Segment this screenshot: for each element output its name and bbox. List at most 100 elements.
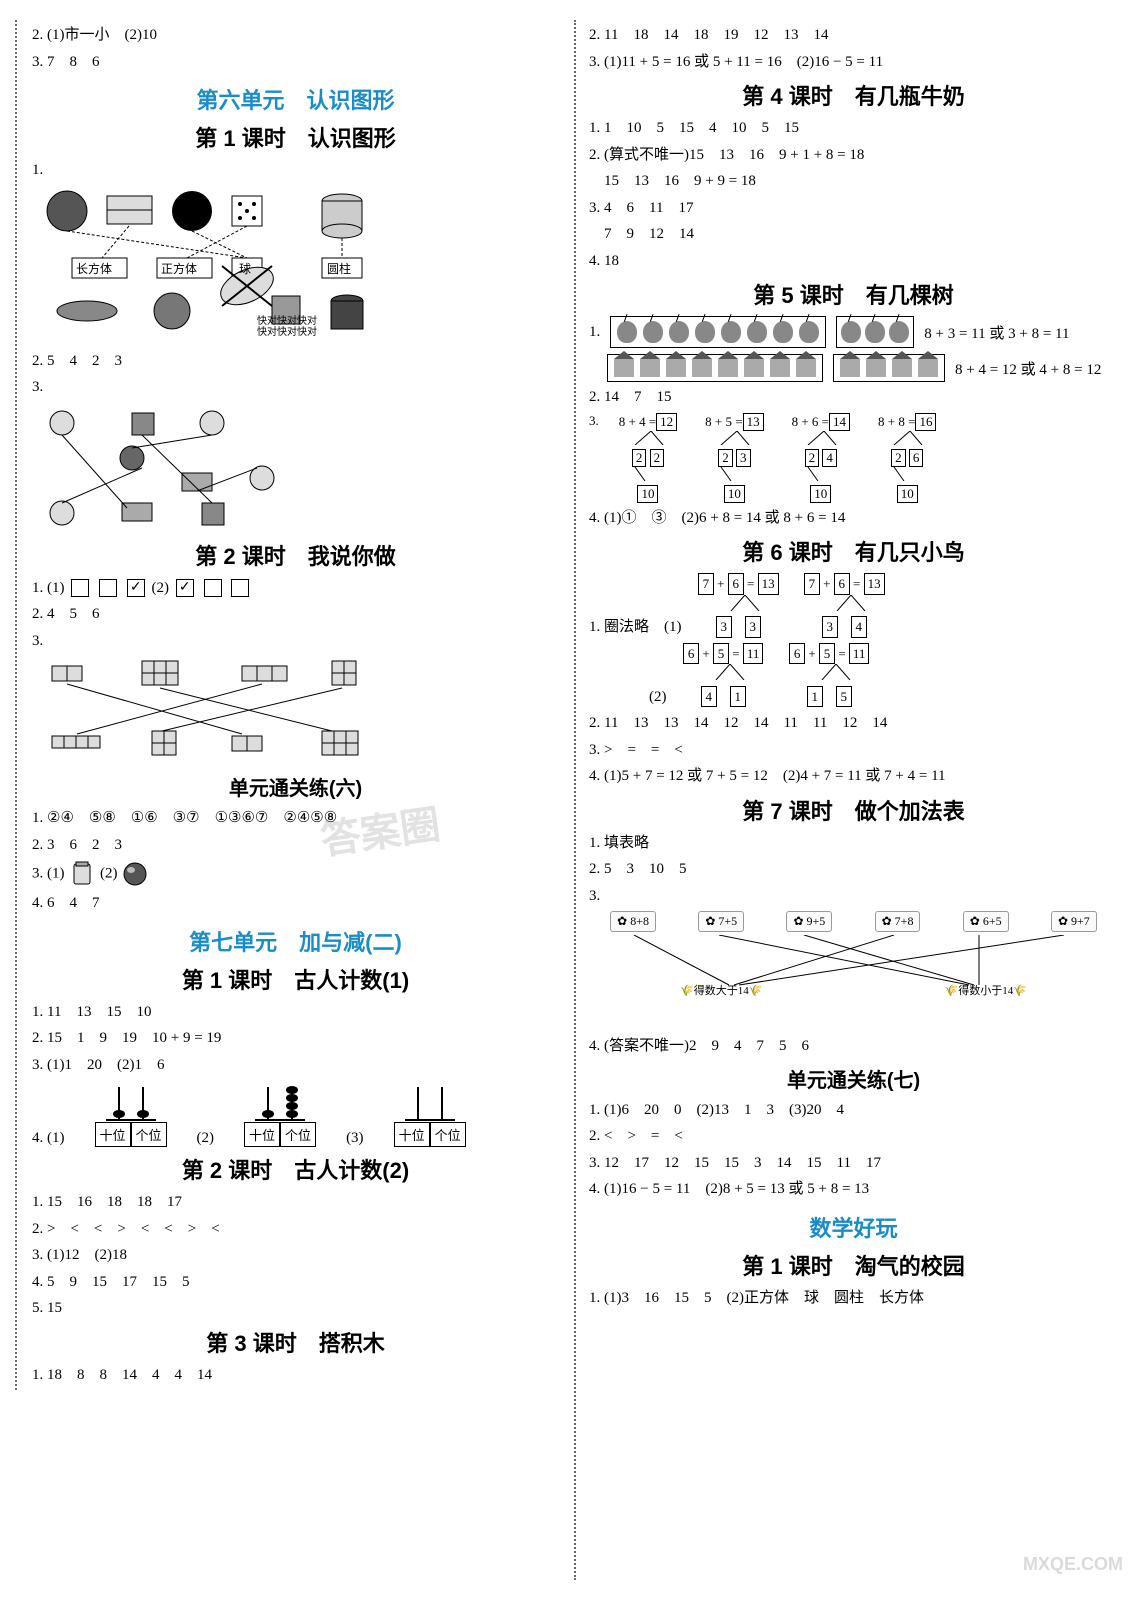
q3-row: 3. (1) (2) (32, 860, 559, 888)
left-column: 2. (1)市一小 (2)10 3. 7 8 6 第六单元 认识图形 第 1 课… (15, 20, 574, 1390)
text-line: 1. (1)6 20 0 (2)13 1 3 (3)20 4 (589, 1099, 1118, 1122)
lesson-title: 第 7 课时 做个加法表 (589, 794, 1118, 826)
eq-text: 8 + 4 = 12 或 4 + 8 = 12 (955, 358, 1101, 379)
place-label: 十位 (394, 1122, 430, 1147)
shape-label: 长方体 (76, 260, 112, 277)
decomp-item: 8 + 6 =142 410 (792, 413, 850, 503)
q-label: (2) (100, 865, 118, 881)
abacus-row: 4. (1) 十位个位 (2) 十位个位 (3) 十位个位 (32, 1082, 559, 1147)
net-diagram: ✿ 8+8✿ 7+5✿ 9+5✿ 7+8✿ 6+5✿ 9+7 🌾得数大于14🌾 … (589, 911, 1118, 1031)
text-line: 4. (1)① ③ (2)6 + 8 = 14 或 8 + 6 = 14 (589, 507, 1118, 530)
text-line: 1. 15 16 18 18 17 (32, 1191, 559, 1214)
text-line: 5. 15 (32, 1297, 559, 1320)
shape-label: 正方体 (161, 260, 197, 277)
q-label: (2) (152, 580, 170, 596)
text-line: 3. (1)11 + 5 = 16 或 5 + 11 = 16 (2)16 − … (589, 51, 1118, 74)
q-label: 3. (589, 413, 599, 503)
lesson-title: 第 4 课时 有几瓶牛奶 (589, 79, 1118, 111)
q-label: 1. (1) (32, 580, 65, 596)
bird-tree: 6 + 5 = 111 5 (784, 643, 874, 708)
pear-row-1: 1. 8 + 3 = 11 或 3 + 8 = 11 (589, 316, 1118, 348)
pear-box (610, 316, 826, 348)
text-line: 1. 1 10 5 15 4 10 5 15 (589, 117, 1118, 140)
text-line: 3. 12 17 12 15 15 3 14 15 11 17 (589, 1152, 1118, 1175)
text-line: 4. 5 9 15 17 15 5 (32, 1271, 559, 1294)
place-label: 个位 (280, 1122, 316, 1147)
text-line: 3. > = = < (589, 739, 1118, 762)
shape-label: 球 (239, 260, 251, 277)
text-line: 1. 填表略 (589, 832, 1118, 855)
q-label: (2) (197, 1130, 215, 1147)
sub-title: 单元通关练(六) (32, 772, 559, 801)
text-line: 2. 3 6 2 3 (32, 834, 559, 857)
net-card: ✿ 9+7 (1051, 911, 1097, 932)
lesson-title: 第 1 课时 古人计数(1) (32, 963, 559, 995)
text-line: 2. 5 4 2 3 (32, 350, 559, 373)
decomp-row: 3. 8 + 4 =122 210 8 + 5 =132 310 8 + 6 =14… (589, 413, 1118, 503)
lesson-title: 第 6 课时 有几只小鸟 (589, 535, 1118, 567)
q-label: 4. (1) (32, 1130, 65, 1147)
q-label: 1. 圈法略 (1) (589, 619, 682, 635)
lesson-title: 第 1 课时 认识图形 (32, 121, 559, 153)
text-line: 3. 4 6 11 17 (589, 197, 1118, 220)
q-label: 3. (32, 376, 559, 399)
place-label: 个位 (430, 1122, 466, 1147)
text-line: 1. ②④ ⑤⑧ ①⑥ ③⑦ ①③⑥⑦ ②④⑤⑧ (32, 807, 559, 830)
q1-checks: 1. (1) ✓ (2) ✓ (32, 577, 559, 600)
matching-diagram (32, 403, 559, 533)
img-caption: 快对快对快对 快对快对快对 (257, 316, 317, 338)
lesson-title: 第 2 课时 我说你做 (32, 539, 559, 571)
house-box (833, 354, 945, 382)
place-label: 十位 (244, 1122, 280, 1147)
lesson-title: 第 5 课时 有几棵树 (589, 278, 1118, 310)
bird-tree: 6 + 5 = 114 1 (678, 643, 768, 708)
text-line: 4. 18 (589, 250, 1118, 273)
jar-icon (68, 860, 96, 888)
text-line: 2. (算式不唯一)15 13 16 9 + 1 + 8 = 18 (589, 144, 1118, 167)
checkbox: ✓ (127, 579, 145, 597)
net-card: ✿ 7+8 (875, 911, 921, 932)
lesson-title: 第 1 课时 淘气的校园 (589, 1249, 1118, 1281)
text-line: 4. (答案不唯一)2 9 4 7 5 6 (589, 1035, 1118, 1058)
text-line: 2. > < < > < < > < (32, 1218, 559, 1241)
pear-box (836, 316, 914, 348)
house-row: 8 + 4 = 12 或 4 + 8 = 12 (607, 354, 1118, 382)
checkbox (99, 579, 117, 597)
net-card: ✿ 9+5 (786, 911, 832, 932)
text-line: 2. 4 5 6 (32, 603, 559, 626)
q-label: (3) (346, 1130, 364, 1147)
text-line: 1. (1)3 16 15 5 (2)正方体 球 圆柱 长方体 (589, 1287, 1118, 1310)
lesson-title: 第 2 课时 古人计数(2) (32, 1153, 559, 1185)
text-line: 4. 6 4 7 (32, 892, 559, 915)
eq-text: 8 + 3 = 11 或 3 + 8 = 11 (924, 322, 1069, 343)
decomp-item: 8 + 5 =132 310 (705, 413, 763, 503)
unit-title: 第六单元 认识图形 (32, 83, 559, 115)
abacus: 十位个位 (95, 1082, 167, 1147)
text-line: 15 13 16 9 + 9 = 18 (589, 170, 1118, 193)
q-label: 3. (32, 630, 559, 653)
decomp-item: 8 + 4 =122 210 (619, 413, 677, 503)
watermark-url: MXQE.COM (1023, 1554, 1123, 1575)
net-card: ✿ 6+5 (963, 911, 1009, 932)
shapes-diagram: 长方体 正方体 球 圆柱 快对快对快对 快对快对快对 (32, 186, 559, 346)
bird-row-1: 1. 圈法略 (1) 7 + 6 = 133 37 + 6 = 133 4 (589, 573, 1118, 639)
column-divider (574, 20, 576, 1580)
place-label: 个位 (131, 1122, 167, 1147)
ball-icon (121, 860, 149, 888)
bird-tree: 7 + 6 = 133 4 (799, 573, 889, 638)
text-line: 3. 7 8 6 (32, 51, 559, 74)
cube-match-diagram (32, 656, 559, 766)
text-line: 4. (1)5 + 7 = 12 或 7 + 5 = 12 (2)4 + 7 =… (589, 765, 1118, 788)
text-line: 2. 11 18 14 18 19 12 13 14 (589, 24, 1118, 47)
q-label: (2) (649, 689, 667, 705)
unit-title: 第七单元 加与减(二) (32, 925, 559, 957)
lesson-title: 第 3 课时 搭积木 (32, 1326, 559, 1358)
text-line: 7 9 12 14 (589, 223, 1118, 246)
shape-label: 圆柱 (327, 260, 351, 277)
text-line: 2. 15 1 9 19 10 + 9 = 19 (32, 1027, 559, 1050)
checkbox: ✓ (176, 579, 194, 597)
bird-tree: 7 + 6 = 133 3 (693, 573, 783, 638)
bird-row-2: (2) 6 + 5 = 114 16 + 5 = 111 5 (649, 643, 1118, 709)
decomp-item: 8 + 8 =162 610 (878, 413, 936, 503)
checkbox (231, 579, 249, 597)
